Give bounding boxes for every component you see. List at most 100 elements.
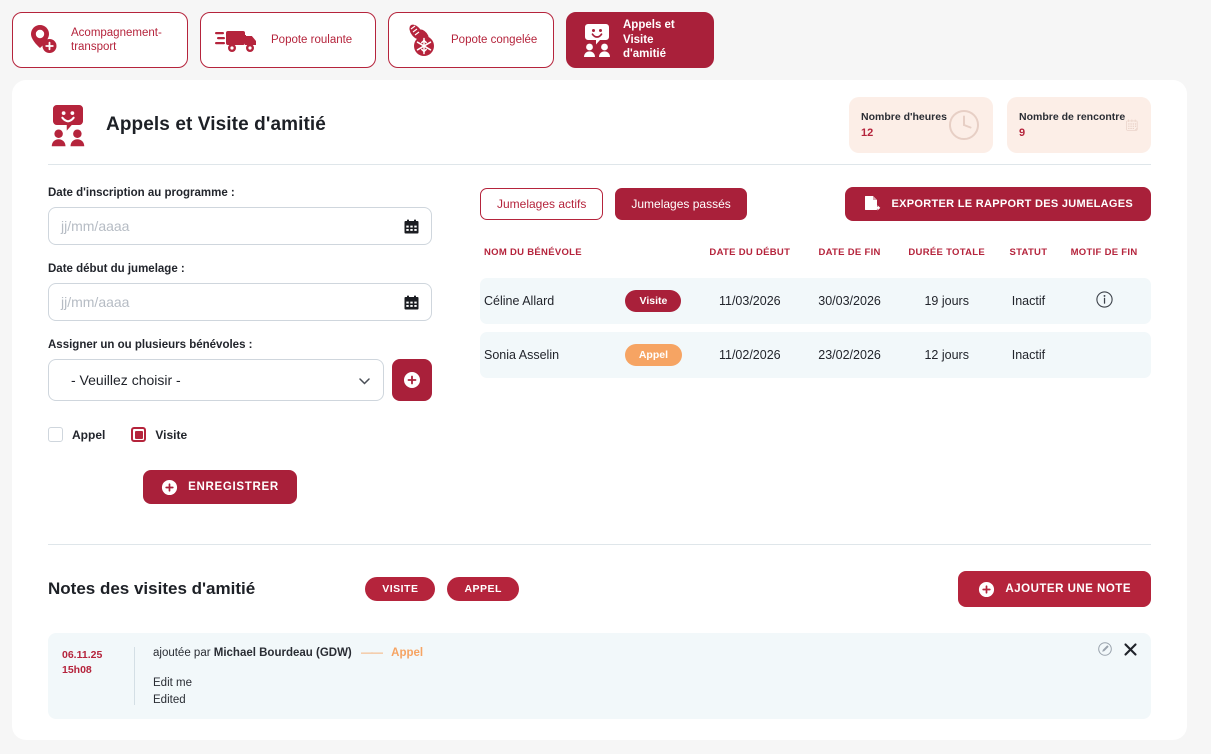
plus-circle-icon — [404, 372, 420, 388]
stat-card-hours: Nombre d'heures 12 — [849, 97, 993, 153]
tab-jumelages-passes[interactable]: Jumelages passés — [615, 188, 747, 220]
column-header-start-date: DATE DU DÉBUT — [709, 247, 791, 258]
stat-card-meetings: Nombre de rencontre 9 — [1007, 97, 1151, 153]
note-date: 06.11.25 — [62, 649, 103, 661]
column-header-type — [613, 247, 695, 270]
notes-header: Notes des visites d'amitié VISITE APPEL … — [48, 545, 1151, 607]
matches-toolbar: Jumelages actifs Jumelages passés EXPORT… — [480, 187, 1151, 221]
header-divider — [48, 164, 1151, 165]
notes-filter-visite[interactable]: VISITE — [365, 577, 436, 601]
matches-table: NOM DU BÉNÉVOLE DATE DU DÉBUT DATE DE FI… — [480, 239, 1151, 386]
stat-value: 9 — [1019, 126, 1026, 139]
note-body: Edit me Edited — [153, 675, 1151, 710]
stat-label: Nombre d'heures — [861, 111, 947, 124]
cell-volunteer-name: Sonia Asselin — [480, 331, 613, 378]
save-row: ENREGISTRER — [48, 470, 432, 504]
friendly-chat-icon — [584, 24, 610, 57]
friendly-chat-icon — [51, 105, 85, 147]
registration-date-input[interactable]: jj/mm/aaaa — [48, 207, 432, 245]
program-tabs: Acompagnement-transport Popote roulante — [0, 0, 1211, 68]
program-tab-label: Acompagnement-transport — [71, 26, 162, 53]
cell-volunteer-name: Céline Allard — [480, 277, 613, 324]
notes-filters: VISITE APPEL — [365, 577, 519, 601]
tab-label: Jumelages passés — [631, 197, 731, 211]
note-kind: Appel — [391, 647, 424, 659]
notes-divider — [48, 544, 1151, 545]
program-tab-popote-congelee[interactable]: Popote congelée — [388, 12, 554, 68]
frozen-food-icon — [409, 24, 434, 56]
table-header: NOM DU BÉNÉVOLE DATE DU DÉBUT DATE DE FI… — [480, 247, 1151, 270]
note-timestamp: 06.11.25 15h08 — [62, 647, 134, 719]
program-tab-accompagnement-transport[interactable]: Acompagnement-transport — [12, 12, 188, 68]
program-tab-appels-et-visite-damitie[interactable]: Appels et Visite d'amitié — [566, 12, 714, 68]
tab-label: Jumelages actifs — [497, 197, 587, 211]
notes-filter-appel[interactable]: APPEL — [447, 577, 519, 601]
registration-date-label: Date d'inscription au programme : — [48, 187, 235, 199]
note-content: ajoutée par Michael Bourdeau (GDW) —— Ap… — [153, 647, 1151, 719]
cell-duration: 19 jours — [893, 277, 1000, 324]
stat-cards: Nombre d'heures 12 Nombre de rencontre 9 — [849, 97, 1151, 153]
checkbox-appel[interactable]: Appel — [48, 427, 105, 442]
volunteer-select[interactable]: - Veuillez choisir - — [48, 359, 384, 401]
save-button-label: ENREGISTRER — [188, 481, 279, 493]
close-icon[interactable] — [1124, 642, 1137, 656]
cell-status: Inactif — [999, 331, 1058, 378]
page-title: Appels et Visite d'amitié — [106, 114, 326, 135]
add-note-button[interactable]: AJOUTER UNE NOTE — [958, 571, 1151, 607]
delivery-truck-icon — [215, 31, 256, 52]
export-report-label: EXPORTER LE RAPPORT DES JUMELAGES — [891, 198, 1133, 210]
cell-status: Inactif — [999, 277, 1058, 324]
program-tab-label: Popote roulante — [271, 33, 353, 46]
tab-jumelages-actifs[interactable]: Jumelages actifs — [480, 188, 604, 220]
plus-circle-icon — [162, 479, 178, 495]
stat-label: Nombre de rencontre — [1019, 111, 1126, 124]
note-item: 06.11.25 15h08 ajoutée par Michael Bourd… — [48, 633, 1151, 719]
notes-filter-label: APPEL — [464, 583, 502, 595]
checkbox-label: Appel — [72, 427, 106, 442]
program-tab-label: Popote congelée — [451, 33, 538, 46]
column-header-status: STATUT — [1009, 247, 1048, 258]
note-body-line: Edited — [153, 694, 186, 707]
calendar-icon[interactable] — [404, 295, 419, 310]
cell-end-date: 23/02/2026 — [805, 331, 894, 378]
map-pin-plus-icon — [31, 25, 57, 53]
volunteer-select-value: - Veuillez choisir - — [71, 372, 181, 388]
assign-volunteers-row: - Veuillez choisir - — [48, 359, 432, 401]
cell-start-date: 11/03/2026 — [694, 277, 806, 324]
note-body-line: Edit me — [153, 677, 192, 689]
cell-type: Visite — [612, 277, 695, 324]
note-meta-prefix: ajoutée par — [153, 647, 211, 659]
table-row[interactable]: Sonia Asselin Appel 11/02/2026 23/02/202… — [480, 331, 1151, 378]
add-volunteer-button[interactable] — [392, 359, 432, 401]
edit-icon[interactable] — [1098, 642, 1112, 656]
note-author: Michael Bourdeau (GDW) — [213, 647, 352, 659]
plus-circle-icon — [979, 581, 995, 597]
note-actions — [1098, 642, 1137, 656]
type-badge: Appel — [624, 343, 683, 366]
calendar-icon[interactable] — [404, 219, 419, 234]
main-panel: Appels et Visite d'amitié Nombre d'heure… — [12, 80, 1187, 740]
program-tab-popote-roulante[interactable]: Popote roulante — [200, 12, 376, 68]
assign-volunteers-label: Assigner un ou plusieurs bénévoles : — [48, 339, 253, 351]
stat-value: 12 — [861, 126, 874, 139]
export-file-icon — [865, 195, 881, 210]
export-report-button[interactable]: EXPORTER LE RAPPORT DES JUMELAGES — [845, 187, 1151, 221]
registration-date-placeholder: jj/mm/aaaa — [61, 218, 130, 234]
note-meta: ajoutée par Michael Bourdeau (GDW) —— Ap… — [153, 647, 1151, 659]
note-vertical-divider — [134, 647, 135, 705]
save-button[interactable]: ENREGISTRER — [143, 470, 297, 504]
program-tab-label: Appels et Visite d'amitié — [623, 19, 675, 61]
checkbox-visite[interactable]: Visite — [131, 427, 187, 442]
match-start-date-input[interactable]: jj/mm/aaaa — [48, 283, 432, 321]
cell-end-reason — [1057, 331, 1151, 378]
table-row[interactable]: Céline Allard Visite 11/03/2026 30/03/20… — [480, 277, 1151, 324]
chevron-down-icon — [359, 378, 370, 385]
info-icon[interactable] — [1095, 291, 1113, 308]
panel-header: Appels et Visite d'amitié Nombre d'heure… — [48, 80, 1151, 164]
type-checkboxes: Appel Visite — [48, 427, 432, 442]
checkbox-box — [131, 427, 147, 442]
type-badge: Visite — [625, 289, 682, 312]
match-start-date-placeholder: jj/mm/aaaa — [61, 294, 130, 310]
column-header-duration: DURÉE TOTALE — [908, 247, 986, 258]
cell-type: Appel — [612, 331, 695, 378]
